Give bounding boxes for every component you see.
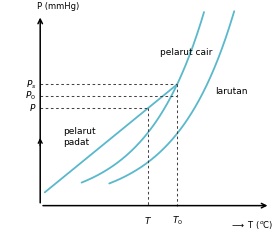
Text: $P_0$: $P_0$ bbox=[25, 90, 36, 102]
Text: pelarut
padat: pelarut padat bbox=[63, 127, 96, 147]
Text: larutan: larutan bbox=[215, 87, 248, 96]
Text: $T$: $T$ bbox=[144, 215, 152, 226]
Text: $P_s$: $P_s$ bbox=[26, 78, 36, 91]
Text: $P$: $P$ bbox=[29, 102, 36, 113]
Text: $T_0$: $T_0$ bbox=[172, 215, 183, 227]
Text: P (mmHg): P (mmHg) bbox=[38, 2, 80, 11]
Text: pelarut cair: pelarut cair bbox=[160, 48, 212, 57]
Text: $\longrightarrow$ T ($^o$C): $\longrightarrow$ T ($^o$C) bbox=[230, 219, 273, 231]
